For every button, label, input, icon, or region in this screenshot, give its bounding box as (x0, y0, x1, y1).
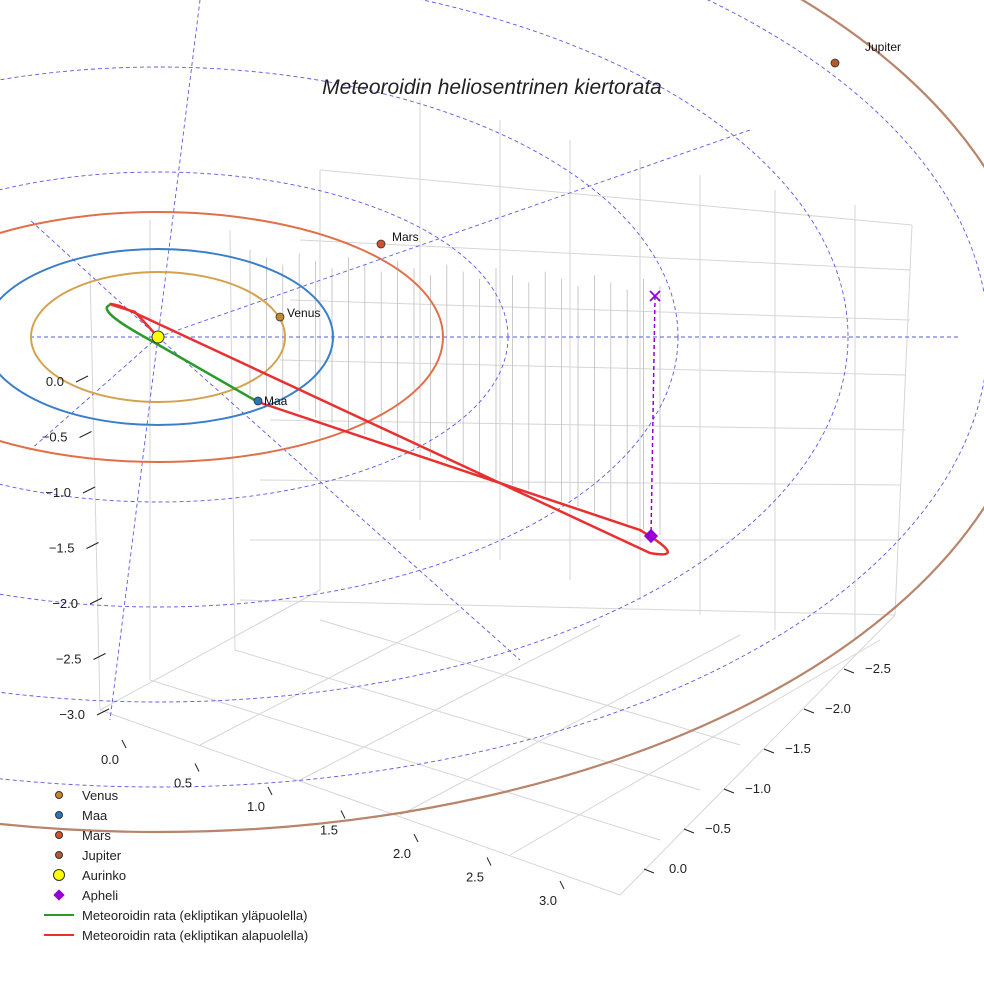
legend-label: Apheli (82, 887, 119, 903)
z-axis-tick-label: −2.0 (52, 596, 78, 611)
mars-marker (376, 239, 386, 249)
box-grid (89, 100, 913, 896)
legend-item: Jupiter (38, 845, 308, 865)
legend-item: Meteoroidin rata (ekliptikan alapuolella… (38, 925, 308, 945)
legend-label: Mars (82, 827, 111, 843)
earth-marker (253, 396, 263, 406)
x-axis-tick (340, 810, 346, 819)
legend-marker-icon (38, 825, 80, 845)
sun-marker (151, 330, 165, 344)
legend-item: Mars (38, 825, 308, 845)
y-axis-tick (843, 668, 855, 674)
planet-orbits (0, 0, 984, 833)
z-axis-tick (82, 486, 96, 494)
legend-item: Maa (38, 805, 308, 825)
earth-label: Maa (264, 394, 288, 408)
venus-marker (275, 312, 285, 322)
chart-title: Meteoroidin heliosentrinen kiertorata (322, 76, 662, 99)
y-axis-tick-label: −2.0 (825, 701, 851, 716)
z-axis-tick-label: −2.5 (56, 652, 82, 667)
legend-marker-icon (38, 865, 80, 885)
legend-item: Apheli (38, 885, 308, 905)
legend-item: Meteoroidin rata (ekliptikan yläpuolella… (38, 905, 308, 925)
y-axis: −2.5 −2.0 −1.5 −1.0 −0.5 0.0 (643, 661, 891, 876)
z-axis-tick (96, 708, 110, 716)
venus-orbit (30, 271, 286, 403)
legend-label: Meteoroidin rata (ekliptikan alapuolella… (82, 927, 309, 943)
x-axis-tick-label: 3.0 (539, 893, 557, 908)
z-axis-tick (86, 542, 99, 549)
legend-label: Jupiter (82, 847, 122, 863)
z-axis-tick-label: −0.5 (42, 430, 68, 445)
legend-marker-icon (38, 785, 80, 805)
y-axis-tick-label: 0.0 (669, 861, 687, 876)
z-axis-tick (79, 431, 92, 438)
y-axis-tick (763, 748, 775, 754)
z-axis-tick-label: −3.0 (59, 707, 85, 722)
jupiter-marker (830, 58, 840, 68)
z-axis-tick-label: −1.0 (45, 485, 71, 500)
orbit-drop-lines (249, 250, 661, 535)
z-axis-tick (75, 375, 89, 383)
legend-marker-icon (38, 925, 80, 945)
aphelion-marker (643, 528, 659, 544)
legend-label: Meteoroidin rata (ekliptikan yläpuolella… (82, 907, 308, 923)
legend-label: Venus (82, 787, 119, 803)
legend: Venus Maa Mars Jupiter Aurinko Apheli Meteoroi… (38, 785, 308, 945)
meteoroid-orbit-above-ecliptic (105, 303, 259, 404)
x-axis-tick-label: 1.0 (247, 799, 265, 814)
legend-label: Aurinko (82, 867, 127, 883)
aphelion-ecliptic-marker (649, 290, 661, 302)
x-axis-tick (194, 763, 200, 772)
z-axis-tick-label: 0.0 (46, 374, 64, 389)
x-axis-tick-label: 0.5 (174, 776, 192, 791)
jupiter-orbit (0, 0, 984, 833)
meteoroid-orbit (105, 302, 670, 556)
jupiter-label: Jupiter (865, 40, 901, 54)
x-axis: 0.0 0.5 1.0 1.5 2.0 2.5 3.0 (101, 739, 565, 908)
x-axis-tick (121, 739, 127, 749)
y-axis-tick-label: −0.5 (705, 821, 731, 836)
y-axis-tick (723, 788, 735, 794)
x-axis-tick-label: 0.0 (101, 752, 119, 767)
z-axis-tick-label: −1.5 (49, 541, 75, 556)
y-axis-tick-label: −1.0 (745, 781, 771, 796)
x-axis-tick-label: 2.5 (466, 870, 484, 885)
y-axis-tick (643, 868, 655, 874)
legend-marker-icon (38, 885, 80, 905)
x-axis-tick (413, 833, 419, 843)
z-axis-tick (89, 597, 103, 605)
x-axis-tick (559, 880, 565, 890)
legend-item: Aurinko (38, 865, 308, 885)
legend-label: Maa (82, 807, 108, 823)
legend-marker-icon (38, 845, 80, 865)
legend-marker-icon (38, 805, 80, 825)
y-axis-tick (803, 708, 815, 714)
venus-label: Venus (287, 306, 320, 320)
legend-item: Venus (38, 785, 308, 805)
x-axis-tick-label: 2.0 (393, 846, 411, 861)
x-axis-tick (267, 786, 273, 796)
y-axis-tick-label: −1.5 (785, 741, 811, 756)
legend-marker-icon (38, 905, 80, 925)
x-axis-tick (486, 857, 492, 866)
mars-label: Mars (392, 230, 419, 244)
z-axis-tick (93, 653, 106, 660)
x-axis-tick-label: 1.5 (320, 823, 338, 838)
earth-orbit (0, 248, 334, 426)
ecliptic-reference-grid (0, 0, 984, 788)
y-axis-tick (683, 828, 695, 834)
y-axis-tick-label: −2.5 (865, 661, 891, 676)
mars-orbit (0, 211, 444, 463)
aphelion-projection-line (650, 295, 656, 537)
meteoroid-orbit-below-ecliptic (109, 302, 670, 556)
z-axis: 0.0 −0.5 −1.0 −1.5 −2.0 −2.5 −3.0 (42, 374, 110, 722)
